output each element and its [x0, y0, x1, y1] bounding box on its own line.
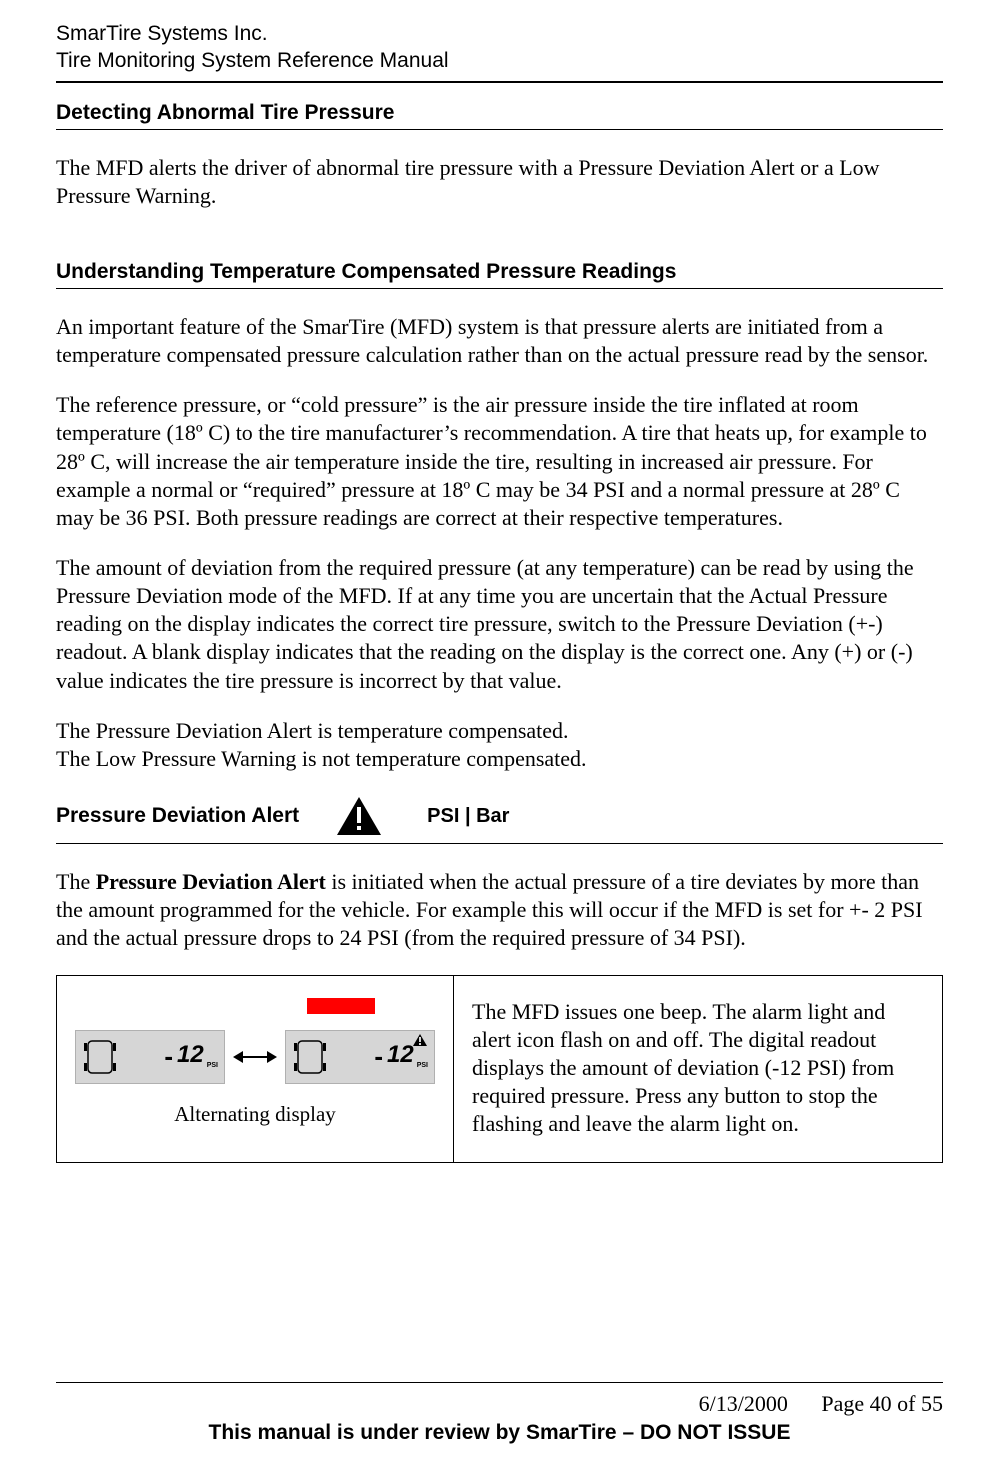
section-heading-understanding: Understanding Temperature Compensated Pr… — [56, 260, 943, 289]
footer-review: This manual is under review by SmarTire … — [56, 1421, 943, 1445]
pressure-deviation-alert-heading: Pressure Deviation Alert — [56, 804, 299, 828]
lcd-sign-right: - — [374, 1041, 383, 1072]
lcd-unit-left: PSI — [207, 1062, 218, 1069]
section2-p2: The reference pressure, or “cold pressur… — [56, 391, 943, 532]
alarm-light-icon — [307, 998, 375, 1014]
display-caption: Alternating display — [75, 1102, 435, 1127]
footer-date: 6/13/2000 — [699, 1391, 788, 1416]
doc-title: Tire Monitoring System Reference Manual — [56, 47, 943, 74]
spacer — [56, 232, 943, 250]
warning-triangle-icon — [412, 1033, 428, 1052]
lcd-row: - 12 PSI — [75, 1030, 435, 1084]
display-table: - 12 PSI — [56, 975, 943, 1164]
footer-page: Page 40 of 55 — [821, 1391, 943, 1416]
section-heading-detecting: Detecting Abnormal Tire Pressure — [56, 101, 943, 130]
section1-p1: The MFD alerts the driver of abnormal ti… — [56, 154, 943, 210]
double-arrow-icon — [233, 1049, 277, 1065]
section2-p5: The Low Pressure Warning is not temperat… — [56, 745, 943, 773]
table-right-text: The MFD issues one beep. The alarm light… — [472, 999, 894, 1137]
section2-p3: The amount of deviation from the require… — [56, 554, 943, 695]
lcd-value-left: - 12 PSI — [164, 1041, 218, 1072]
lcd-panel-right: - 12 PSI — [285, 1030, 435, 1084]
display-cell-left: - 12 PSI — [57, 975, 454, 1163]
lcd-number-left: 12 — [177, 1041, 204, 1069]
lcd-sign-left: - — [164, 1041, 173, 1072]
car-outline-icon — [82, 1037, 118, 1077]
footer-line: 6/13/2000 Page 40 of 55 — [56, 1382, 943, 1417]
car-outline-icon — [292, 1037, 328, 1077]
lcd-panel-left: - 12 PSI — [75, 1030, 225, 1084]
lcd-unit-right: PSI — [417, 1062, 428, 1069]
lcd-number-right: 12 — [387, 1041, 414, 1069]
section3-p1: The Pressure Deviation Alert is initiate… — [56, 868, 943, 952]
p1-pre: The — [56, 869, 96, 894]
company-name: SmarTire Systems Inc. — [56, 20, 943, 47]
display-cell-right: The MFD issues one beep. The alarm light… — [454, 975, 943, 1163]
warning-triangle-icon — [335, 795, 383, 837]
p1-bold: Pressure Deviation Alert — [96, 869, 326, 894]
section2-p4: The Pressure Deviation Alert is temperat… — [56, 717, 943, 745]
section2-p1: An important feature of the SmarTire (MF… — [56, 313, 943, 369]
unit-label: PSI | Bar — [427, 805, 509, 828]
alert-heading-row: Pressure Deviation Alert PSI | Bar — [56, 795, 943, 844]
page-footer: 6/13/2000 Page 40 of 55 This manual is u… — [56, 1382, 943, 1445]
doc-header: SmarTire Systems Inc. Tire Monitoring Sy… — [56, 20, 943, 83]
